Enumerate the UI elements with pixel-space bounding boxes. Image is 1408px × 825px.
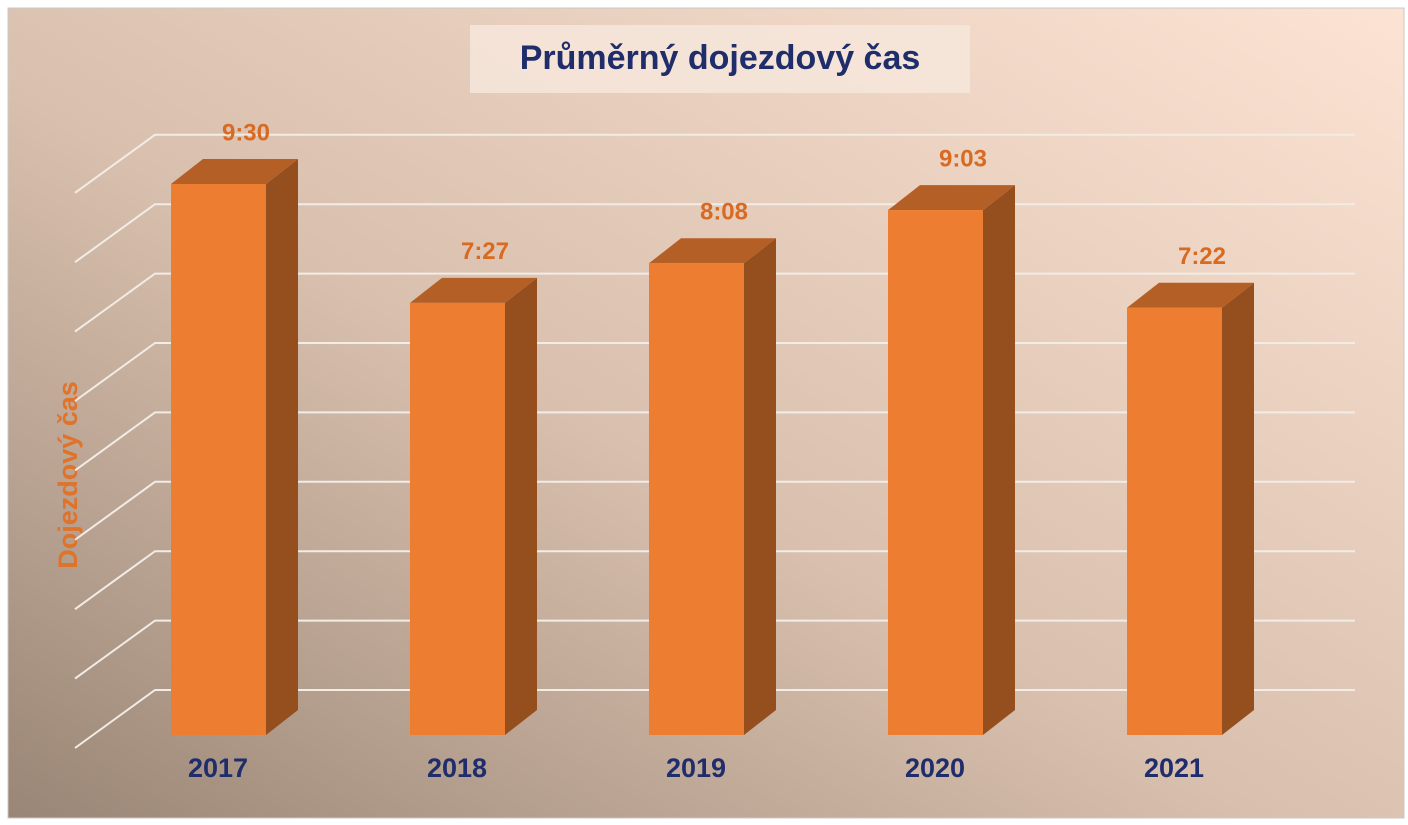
bar <box>410 302 505 735</box>
x-tick-label: 2017 <box>188 753 248 783</box>
title-box <box>470 25 970 93</box>
bar-top <box>888 185 1015 211</box>
grid-line <box>74 133 1355 194</box>
x-tick-label: 2018 <box>427 753 487 783</box>
bar-side <box>505 277 537 735</box>
bar-top <box>1127 282 1254 308</box>
bar-top <box>649 238 776 264</box>
bar-side <box>1222 282 1254 735</box>
bar-top <box>410 277 537 303</box>
value-label: 7:27 <box>461 238 509 265</box>
value-label: 8:08 <box>700 199 748 226</box>
x-tick-label: 2019 <box>666 753 726 783</box>
value-label: 9:30 <box>222 119 270 146</box>
bar-side <box>983 185 1015 736</box>
chart-title: Průměrný dojezdový čas <box>520 39 921 77</box>
value-label: 9:03 <box>939 145 987 172</box>
bar <box>888 210 983 736</box>
bar-side <box>266 159 298 735</box>
bar <box>171 184 266 735</box>
y-axis-label: Dojezdový čas <box>53 381 83 569</box>
x-tick-label: 2021 <box>1144 753 1204 783</box>
bar <box>1127 307 1222 735</box>
bar-top <box>171 159 298 184</box>
bar <box>649 263 744 735</box>
x-tick-label: 2020 <box>905 753 965 783</box>
bar-side <box>744 238 776 735</box>
value-label: 7:22 <box>1178 243 1226 270</box>
